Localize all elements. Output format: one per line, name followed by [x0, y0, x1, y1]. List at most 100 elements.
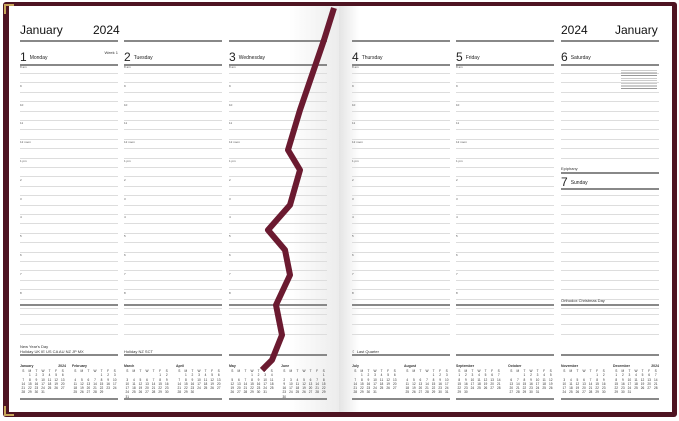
- writing-line[interactable]: [124, 82, 222, 84]
- writing-line[interactable]: [456, 289, 554, 291]
- calendar-day[interactable]: 26: [210, 386, 214, 391]
- calendar-day[interactable]: 23: [282, 390, 287, 395]
- calendar-day[interactable]: 19: [302, 386, 306, 391]
- calendar-day[interactable]: 8: [159, 377, 162, 382]
- calendar-day[interactable]: 13: [145, 381, 149, 386]
- writing-line[interactable]: [124, 157, 222, 159]
- calendar-day[interactable]: 26: [483, 386, 488, 391]
- calendar-day[interactable]: 22: [28, 386, 32, 391]
- writing-line[interactable]: [456, 308, 554, 309]
- writing-line[interactable]: [561, 91, 659, 93]
- calendar-day[interactable]: 15: [522, 381, 527, 386]
- calendar-day[interactable]: 26: [54, 386, 58, 391]
- writing-line[interactable]: [229, 185, 327, 187]
- calendar-day[interactable]: 16: [106, 381, 110, 386]
- writing-line[interactable]: [456, 214, 554, 215]
- writing-line[interactable]: [352, 73, 450, 74]
- writing-line[interactable]: [20, 185, 118, 187]
- calendar-day[interactable]: 31: [263, 390, 267, 395]
- calendar-day[interactable]: 7: [94, 377, 96, 382]
- calendar-day[interactable]: 21: [151, 386, 156, 391]
- writing-line[interactable]: [352, 167, 450, 168]
- calendar-day[interactable]: 8: [251, 377, 253, 382]
- calendar-day[interactable]: 13: [509, 381, 514, 386]
- calendar-day[interactable]: 18: [73, 386, 78, 391]
- calendar-day[interactable]: 28: [425, 390, 429, 395]
- calendar-day[interactable]: 22: [522, 386, 527, 391]
- calendar-day[interactable]: 25: [47, 386, 52, 391]
- calendar-day[interactable]: 5: [549, 373, 552, 378]
- writing-line[interactable]: [561, 157, 659, 159]
- calendar-day[interactable]: 24: [197, 386, 201, 391]
- calendar-day[interactable]: 4: [132, 377, 135, 382]
- calendar-day[interactable]: 24: [444, 386, 449, 391]
- calendar-day[interactable]: 22: [431, 386, 436, 391]
- writing-line[interactable]: [20, 138, 118, 140]
- calendar-day[interactable]: 25: [405, 390, 410, 395]
- calendar-day[interactable]: 17: [112, 381, 117, 386]
- writing-line[interactable]: [456, 298, 554, 300]
- calendar-day[interactable]: 25: [295, 390, 300, 395]
- calendar-day[interactable]: 24: [627, 386, 632, 391]
- calendar-day[interactable]: 29: [522, 390, 527, 395]
- calendar-day[interactable]: 5: [387, 373, 390, 378]
- calendar-day[interactable]: 27: [60, 386, 65, 391]
- calendar-day[interactable]: 29: [595, 390, 599, 395]
- calendar-day[interactable]: 26: [548, 386, 553, 391]
- writing-line[interactable]: [20, 176, 118, 178]
- calendar-day[interactable]: 5: [303, 377, 305, 382]
- calendar-day[interactable]: 15: [431, 381, 436, 386]
- writing-line[interactable]: [561, 138, 659, 140]
- calendar-day[interactable]: 18: [569, 386, 573, 391]
- calendar-day[interactable]: 22: [457, 386, 462, 391]
- calendar-day[interactable]: 12: [54, 377, 58, 382]
- writing-line[interactable]: [352, 334, 450, 335]
- calendar-day[interactable]: 23: [34, 386, 39, 391]
- calendar-day[interactable]: 7: [178, 377, 181, 382]
- calendar-day[interactable]: 1: [432, 373, 435, 378]
- calendar-day[interactable]: 31: [125, 394, 130, 399]
- writing-line[interactable]: [229, 91, 327, 93]
- calendar-day[interactable]: 2: [602, 373, 605, 378]
- calendar-day[interactable]: 29: [184, 390, 188, 395]
- calendar-day[interactable]: 21: [353, 386, 358, 391]
- calendar-day[interactable]: 3: [289, 377, 292, 382]
- writing-line[interactable]: [456, 324, 554, 325]
- writing-line[interactable]: [124, 279, 222, 281]
- calendar-day[interactable]: 20: [237, 386, 241, 391]
- calendar-day[interactable]: 28: [353, 390, 358, 395]
- calendar-day[interactable]: 30: [529, 390, 533, 395]
- calendar-day[interactable]: 17: [197, 381, 201, 386]
- calendar-day[interactable]: 19: [54, 381, 58, 386]
- calendar-day[interactable]: 8: [360, 377, 363, 382]
- calendar-day[interactable]: 12: [210, 377, 214, 382]
- calendar-day[interactable]: 6: [61, 373, 64, 378]
- calendar-day[interactable]: 4: [296, 377, 299, 382]
- calendar-day[interactable]: 30: [601, 390, 606, 395]
- calendar-day[interactable]: 7: [654, 373, 657, 378]
- calendar-day[interactable]: 2: [621, 373, 624, 378]
- writing-line[interactable]: [352, 251, 450, 253]
- calendar-day[interactable]: 25: [132, 390, 136, 395]
- calendar-day[interactable]: 17: [562, 386, 567, 391]
- calendar-day[interactable]: 27: [216, 386, 221, 391]
- writing-line[interactable]: [352, 270, 450, 272]
- calendar-day[interactable]: 31: [41, 390, 45, 395]
- calendar-day[interactable]: 26: [640, 386, 645, 391]
- calendar-day[interactable]: 12: [230, 381, 235, 386]
- calendar-day[interactable]: 11: [569, 381, 573, 386]
- writing-line[interactable]: [20, 298, 118, 300]
- writing-line[interactable]: [124, 289, 222, 291]
- writing-line[interactable]: [124, 110, 222, 112]
- writing-line[interactable]: [20, 91, 118, 93]
- writing-line[interactable]: [352, 214, 450, 215]
- writing-line[interactable]: [229, 157, 327, 159]
- writing-line[interactable]: [561, 195, 659, 197]
- calendar-day[interactable]: 2: [530, 373, 532, 378]
- calendar-day[interactable]: 8: [28, 377, 31, 382]
- calendar-day[interactable]: 3: [536, 373, 539, 378]
- calendar-day[interactable]: 14: [653, 377, 658, 382]
- calendar-day[interactable]: 13: [308, 381, 313, 386]
- writing-line[interactable]: [352, 314, 450, 315]
- calendar-day[interactable]: 21: [315, 386, 319, 391]
